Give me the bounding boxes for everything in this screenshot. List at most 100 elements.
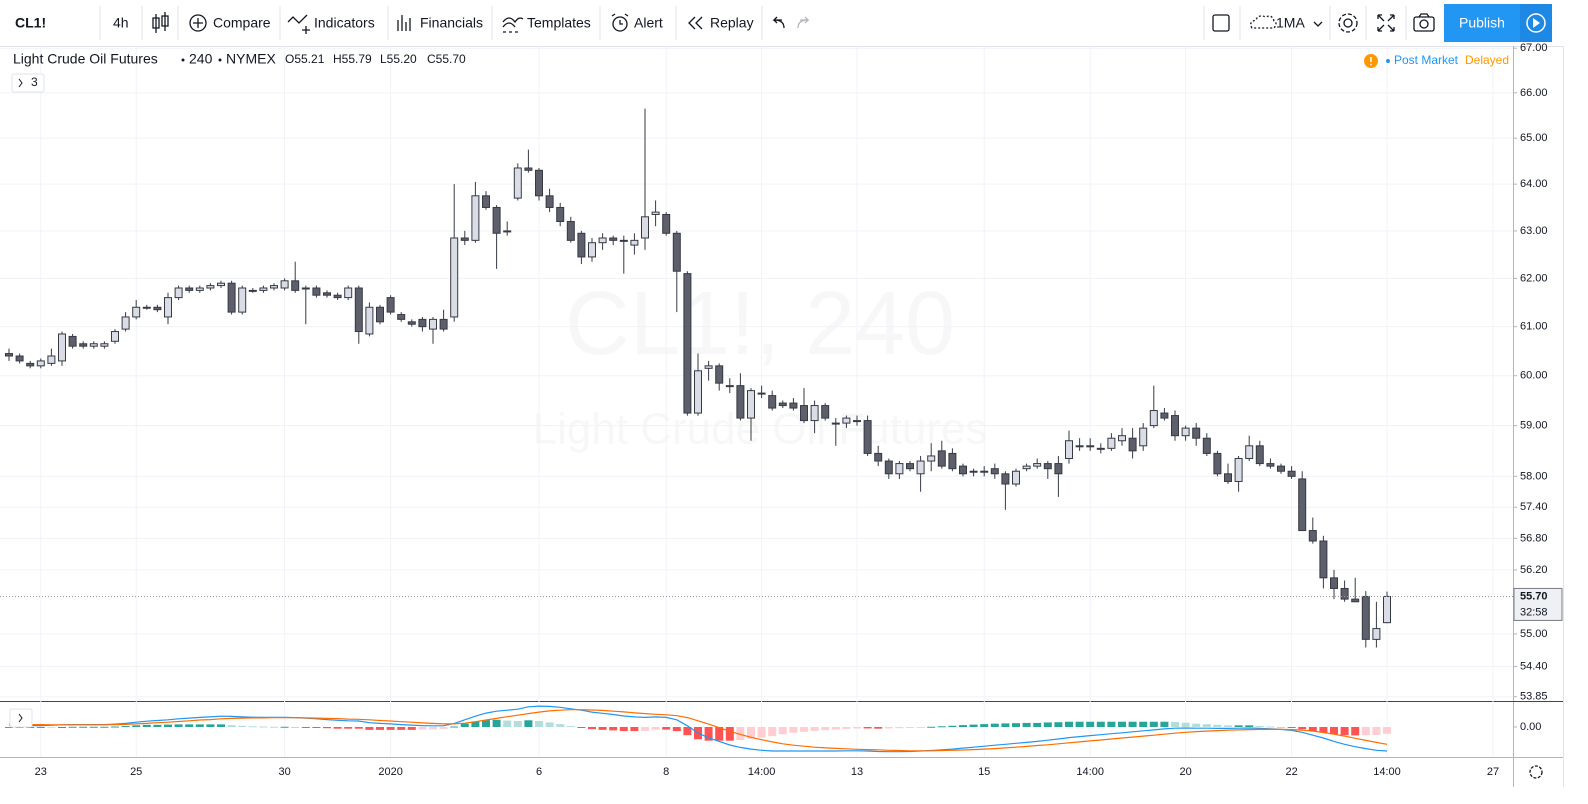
- candle-body: [195, 287, 204, 291]
- candle-body: [1277, 465, 1285, 472]
- candle-body: [884, 460, 893, 475]
- toolbar-button[interactable]: Compare: [213, 15, 271, 31]
- toolbar-button[interactable]: Alert: [634, 15, 663, 31]
- candle-body: [132, 306, 141, 318]
- candle-body: [354, 287, 363, 333]
- pane-toggle[interactable]: [9, 708, 33, 728]
- candle-body: [1096, 447, 1105, 450]
- session-dot: [1386, 59, 1390, 63]
- histogram-bar: [195, 724, 204, 727]
- histogram-bar: [142, 724, 151, 727]
- histogram-bar: [291, 727, 300, 728]
- histogram-bar: [863, 727, 872, 729]
- histogram-bar: [1022, 722, 1031, 727]
- histogram-bar: [1330, 727, 1338, 735]
- symbol[interactable]: CL1!: [15, 15, 46, 31]
- histogram-bar: [1298, 727, 1307, 730]
- legend-toggle[interactable]: [11, 73, 45, 93]
- publish-button[interactable]: [1444, 4, 1520, 42]
- candle-body: [725, 385, 734, 388]
- candle-body: [492, 206, 501, 234]
- histogram-bar: [1372, 727, 1381, 735]
- histogram-bar: [471, 721, 480, 727]
- histogram-bar: [789, 727, 798, 733]
- symbol-name: Light Crude Oil Futures: [13, 51, 158, 67]
- candle-body: [948, 452, 957, 470]
- histogram-bar: [333, 727, 342, 729]
- toolbar-button[interactable]: Indicators: [314, 15, 375, 31]
- candle-body: [450, 237, 459, 318]
- candle-body: [1298, 478, 1307, 532]
- toolbar-separators: [99, 6, 1407, 40]
- histogram-bar: [704, 727, 713, 741]
- candle-body: [333, 294, 342, 299]
- y-tick-label: 65.00: [1520, 132, 1548, 144]
- histogram-bar: [1001, 723, 1010, 727]
- x-tick-label: 20: [1179, 766, 1191, 778]
- histogram-bar: [1277, 727, 1285, 728]
- candle-body: [503, 230, 512, 233]
- y-tick-label: 61.00: [1520, 321, 1548, 333]
- publish-label[interactable]: Publish: [1459, 15, 1505, 31]
- histogram-bar: [1255, 726, 1264, 728]
- histogram-bar: [89, 726, 98, 728]
- ma-template[interactable]: 1MA: [1276, 15, 1305, 31]
- candle-body: [185, 287, 194, 291]
- histogram-bar: [1351, 727, 1360, 736]
- histogram-bar: [1308, 727, 1317, 732]
- candle-body: [715, 365, 724, 384]
- candle-body: [1224, 473, 1232, 482]
- x-tick-label: 27: [1487, 766, 1499, 778]
- candle-body: [588, 242, 596, 258]
- y-tick-label: 54.40: [1520, 660, 1548, 672]
- candle-body: [831, 422, 840, 425]
- y-tick-label: 58.00: [1520, 470, 1548, 482]
- histogram-bar: [1202, 724, 1211, 727]
- chevron: [18, 713, 23, 723]
- interval[interactable]: 4h: [113, 15, 129, 31]
- histogram-bar: [895, 727, 904, 729]
- histogram-bar: [482, 720, 490, 727]
- candle-body: [1181, 427, 1190, 437]
- histogram-bar: [1361, 727, 1370, 736]
- candle-body: [15, 355, 24, 362]
- histogram-bar: [800, 727, 808, 732]
- toolbar-button[interactable]: Replay: [710, 15, 754, 31]
- candle-body: [1022, 465, 1031, 470]
- histogram-bar: [651, 727, 660, 730]
- candle-body: [471, 195, 480, 241]
- y-tick-label: 55.00: [1520, 628, 1548, 640]
- ohlc-value: C55.70: [427, 52, 466, 66]
- ohlc-value: O55.21: [285, 52, 325, 66]
- candle-body: [47, 355, 56, 364]
- ohlc-value: L55.20: [380, 52, 417, 66]
- y-tick-label: 0.00: [1520, 721, 1541, 733]
- x-tick-label: 30: [278, 766, 290, 778]
- y-tick-label: 57.40: [1520, 501, 1548, 513]
- settings-icon[interactable]: [1529, 765, 1543, 779]
- candle-body: [1287, 470, 1296, 477]
- candle-body: [789, 402, 798, 409]
- candle-body: [810, 405, 819, 422]
- histogram-bar: [386, 727, 395, 730]
- toolbar-button[interactable]: Financials: [420, 15, 483, 31]
- candle-body: [1383, 595, 1391, 624]
- alert-mark: [1370, 63, 1372, 66]
- histogram-bar: [630, 727, 639, 732]
- candle-body: [323, 292, 331, 296]
- histogram-bar: [566, 726, 575, 728]
- histogram-bar: [5, 727, 13, 728]
- candle-body: [598, 237, 607, 244]
- candle-body: [301, 287, 310, 290]
- histogram-bar: [100, 726, 109, 728]
- y-tick-label: 64.00: [1520, 178, 1548, 190]
- x-tick-label: 6: [536, 766, 542, 778]
- histogram-bar: [1128, 721, 1137, 727]
- play-icon: [1526, 13, 1546, 33]
- histogram-bar: [545, 722, 554, 727]
- histogram-bar: [206, 724, 215, 727]
- toolbar-button[interactable]: Templates: [527, 15, 591, 31]
- x-tick-label: 22: [1285, 766, 1297, 778]
- histogram-bar: [916, 727, 925, 728]
- histogram-bar: [450, 726, 459, 728]
